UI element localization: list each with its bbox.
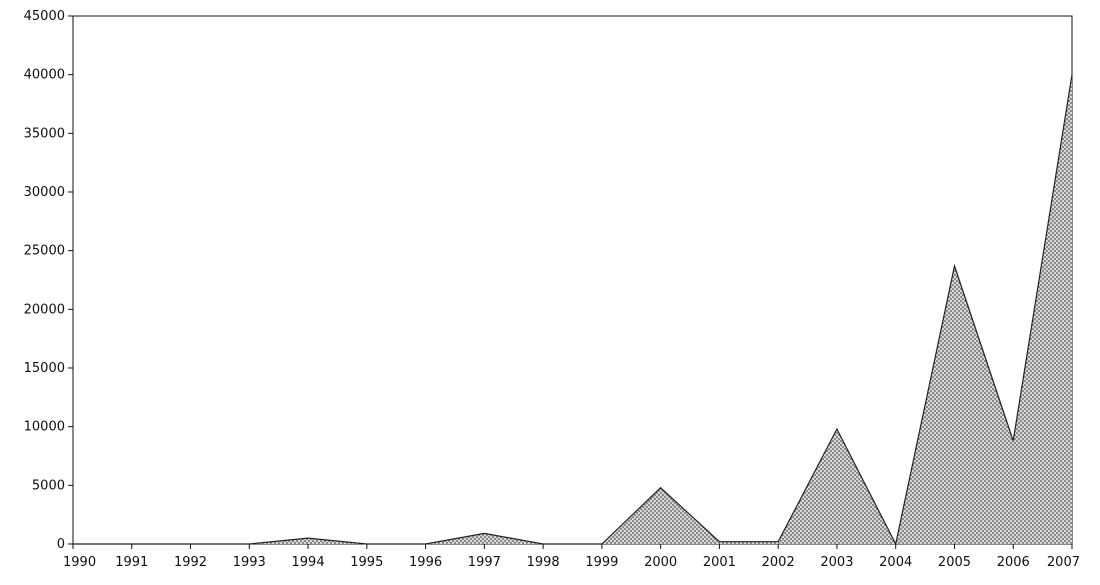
- x-tick-label: 2007: [1047, 555, 1080, 570]
- area-line: [73, 74, 1073, 546]
- x-tick-label: 1999: [585, 555, 618, 570]
- x-tick-label: 2003: [820, 555, 853, 570]
- y-tick-label: 5000: [32, 478, 65, 493]
- plot-area: 0 5000 10000 15000 20000 25000 30000 35000 40000…: [24, 9, 1080, 570]
- x-tick-label: 2002: [762, 555, 795, 570]
- y-tick-label: 0: [57, 537, 65, 552]
- area-fill: [73, 74, 1072, 544]
- y-tick-label: 20000: [24, 302, 65, 317]
- y-tick-label: 45000: [24, 9, 65, 24]
- x-tick-label: 1997: [468, 555, 501, 570]
- x-tick-label: 2001: [703, 555, 736, 570]
- y-tick-label: 10000: [24, 420, 65, 435]
- x-tick-label: 1998: [527, 555, 560, 570]
- y-tick-label: 40000: [24, 68, 65, 83]
- y-tick-label: 30000: [24, 185, 65, 200]
- x-tick-label: 1991: [115, 555, 148, 570]
- x-tick-label: 2006: [997, 555, 1030, 570]
- y-tick-label: 25000: [24, 244, 65, 259]
- y-tick-label: 35000: [24, 126, 65, 141]
- x-tick-label: 1996: [409, 555, 442, 570]
- x-tick-label: 1992: [174, 555, 207, 570]
- x-tick-label: 1994: [292, 555, 325, 570]
- x-tick-label: 2004: [879, 555, 912, 570]
- x-tick-label: 1990: [63, 555, 96, 570]
- x-tick-label: 1993: [233, 555, 266, 570]
- y-tick-label: 15000: [24, 361, 65, 376]
- x-tick-label: 1995: [350, 555, 383, 570]
- x-tick-label: 2005: [938, 555, 971, 570]
- x-tick-label: 2000: [644, 555, 677, 570]
